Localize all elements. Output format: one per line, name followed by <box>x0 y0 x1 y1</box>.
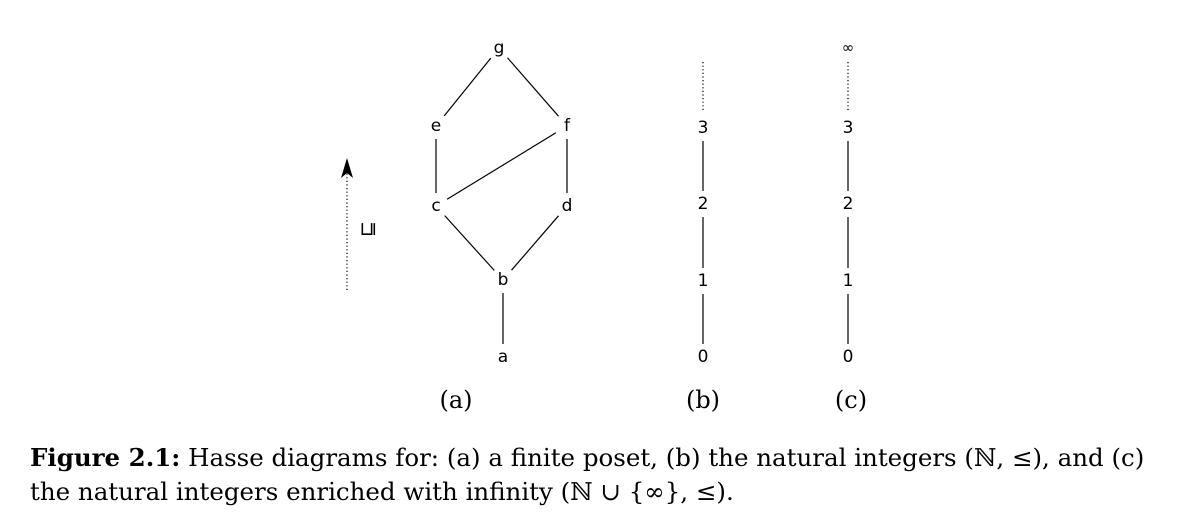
figure-caption: Figure 2.1: Hasse diagrams for: (a) a fi… <box>30 441 1190 509</box>
edge-b-d <box>511 215 559 271</box>
order-arrow: ⊑ <box>341 158 379 290</box>
node-d: d <box>562 196 573 216</box>
diagram-c-node-0: 0 <box>843 347 854 367</box>
node-g: g <box>494 38 505 58</box>
caption-text: Hasse diagrams for: (a) a finite poset, … <box>30 443 1145 506</box>
diagram-c-node-1: 1 <box>843 271 854 291</box>
order-arrow-head <box>341 158 353 178</box>
node-f: f <box>564 116 571 136</box>
caption-label: Figure 2.1: <box>30 443 181 472</box>
diagram-a-edges <box>435 57 568 344</box>
edge-c-f <box>446 132 557 200</box>
diagram-c-chain: 0 1 2 3 ∞ <box>842 39 855 368</box>
diagram-c-node-3: 3 <box>843 118 854 138</box>
diagram-c-node-2: 2 <box>843 194 854 214</box>
diagram-a-label: (a) <box>439 386 472 414</box>
diagram-b-chain: 0 1 2 3 <box>698 118 709 367</box>
diagram-b-node-1: 1 <box>698 271 709 291</box>
diagram-c-node-4: ∞ <box>842 39 855 57</box>
diagram-c-label: (c) <box>835 386 867 414</box>
diagram-b: 0 1 2 3 (b) <box>686 62 720 414</box>
diagram-c: 0 1 2 3 ∞ (c) <box>835 39 867 415</box>
edge-f-g <box>507 57 559 117</box>
order-symbol: ⊑ <box>357 221 379 237</box>
hasse-diagrams: ⊑ a b c d e f g (a) 0 1 2 3 (b) 0 1 2 3 ∞ (c) <box>341 38 867 415</box>
diagram-b-node-2: 2 <box>698 194 709 214</box>
node-b: b <box>498 270 509 290</box>
edge-b-c <box>444 215 495 271</box>
diagram-a: a b c d e f g (a) <box>431 38 573 414</box>
diagram-b-node-0: 0 <box>698 347 709 367</box>
diagram-b-node-3: 3 <box>698 118 709 138</box>
edge-e-g <box>443 57 492 117</box>
diagram-b-label: (b) <box>686 386 720 414</box>
node-c: c <box>431 196 440 216</box>
node-e: e <box>431 116 441 136</box>
diagram-a-nodes: a b c d e f g <box>431 38 573 367</box>
node-a: a <box>498 347 508 367</box>
